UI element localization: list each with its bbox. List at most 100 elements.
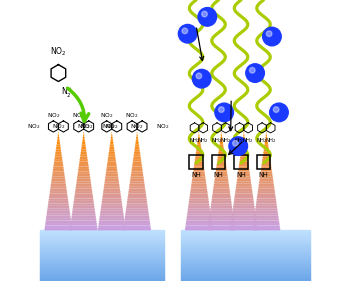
Polygon shape	[235, 194, 253, 196]
Polygon shape	[71, 221, 97, 223]
Polygon shape	[51, 184, 66, 186]
Polygon shape	[54, 159, 63, 162]
Polygon shape	[46, 221, 71, 223]
Polygon shape	[129, 186, 145, 189]
Polygon shape	[135, 142, 139, 144]
Polygon shape	[102, 196, 121, 198]
Polygon shape	[81, 149, 86, 152]
Polygon shape	[131, 176, 144, 179]
Polygon shape	[109, 147, 114, 149]
Polygon shape	[80, 152, 87, 154]
Polygon shape	[236, 186, 252, 189]
Text: NO$_2$: NO$_2$	[47, 111, 60, 120]
Polygon shape	[264, 147, 269, 149]
Polygon shape	[233, 206, 255, 208]
Polygon shape	[54, 164, 63, 166]
Polygon shape	[236, 189, 252, 191]
Polygon shape	[186, 218, 211, 221]
Polygon shape	[196, 152, 202, 154]
Polygon shape	[260, 174, 273, 176]
Polygon shape	[44, 228, 72, 230]
Bar	[181, 242, 310, 244]
Polygon shape	[241, 147, 246, 149]
Circle shape	[233, 140, 238, 146]
Polygon shape	[242, 142, 246, 144]
Polygon shape	[75, 194, 93, 196]
Polygon shape	[210, 208, 233, 211]
Polygon shape	[132, 169, 143, 171]
Text: NH: NH	[191, 172, 201, 178]
Polygon shape	[47, 208, 70, 211]
Polygon shape	[76, 184, 91, 186]
Polygon shape	[209, 216, 234, 218]
Polygon shape	[256, 201, 276, 203]
Bar	[181, 232, 310, 234]
Polygon shape	[208, 223, 235, 225]
Circle shape	[198, 8, 217, 26]
Polygon shape	[264, 149, 269, 152]
Polygon shape	[134, 152, 140, 154]
Polygon shape	[253, 221, 279, 223]
Polygon shape	[50, 186, 66, 189]
Circle shape	[229, 137, 247, 155]
Polygon shape	[218, 154, 225, 157]
Polygon shape	[110, 144, 114, 147]
Polygon shape	[254, 218, 279, 221]
Polygon shape	[136, 135, 138, 137]
Polygon shape	[218, 149, 224, 152]
Polygon shape	[198, 135, 200, 137]
Polygon shape	[47, 213, 70, 216]
Bar	[40, 259, 164, 260]
Polygon shape	[51, 181, 66, 184]
Circle shape	[202, 11, 207, 17]
Polygon shape	[82, 139, 85, 142]
Polygon shape	[77, 174, 90, 176]
Polygon shape	[76, 186, 92, 189]
Polygon shape	[133, 159, 141, 162]
Polygon shape	[194, 166, 204, 169]
Text: NO$_2$: NO$_2$	[156, 122, 169, 131]
Polygon shape	[188, 208, 210, 211]
Polygon shape	[240, 154, 247, 157]
Bar	[181, 268, 310, 270]
Bar	[181, 273, 310, 275]
Circle shape	[193, 69, 211, 88]
Polygon shape	[106, 166, 117, 169]
Circle shape	[218, 107, 224, 112]
Text: NH$_2$: NH$_2$	[256, 137, 268, 146]
Text: NO$_2$: NO$_2$	[72, 111, 85, 120]
Polygon shape	[46, 218, 71, 221]
Polygon shape	[190, 194, 208, 196]
Polygon shape	[71, 218, 96, 221]
Polygon shape	[76, 181, 91, 184]
Polygon shape	[108, 157, 116, 159]
Polygon shape	[51, 179, 65, 181]
Polygon shape	[262, 157, 270, 159]
Polygon shape	[98, 228, 126, 230]
Polygon shape	[132, 164, 142, 166]
Polygon shape	[252, 228, 280, 230]
Polygon shape	[240, 157, 248, 159]
Polygon shape	[98, 223, 125, 225]
Polygon shape	[107, 159, 116, 162]
Polygon shape	[216, 164, 226, 166]
Polygon shape	[265, 142, 268, 144]
Polygon shape	[55, 157, 62, 159]
Polygon shape	[217, 162, 226, 164]
Polygon shape	[238, 174, 250, 176]
Polygon shape	[136, 137, 138, 139]
Polygon shape	[75, 191, 92, 194]
Polygon shape	[104, 186, 120, 189]
Polygon shape	[133, 157, 141, 159]
Bar	[40, 251, 164, 253]
Polygon shape	[241, 149, 247, 152]
Polygon shape	[233, 208, 255, 211]
Polygon shape	[56, 144, 61, 147]
Polygon shape	[79, 159, 88, 162]
Polygon shape	[50, 189, 67, 191]
Polygon shape	[194, 164, 204, 166]
Polygon shape	[215, 176, 228, 179]
Polygon shape	[83, 135, 84, 137]
Polygon shape	[241, 152, 247, 154]
Polygon shape	[71, 216, 96, 218]
